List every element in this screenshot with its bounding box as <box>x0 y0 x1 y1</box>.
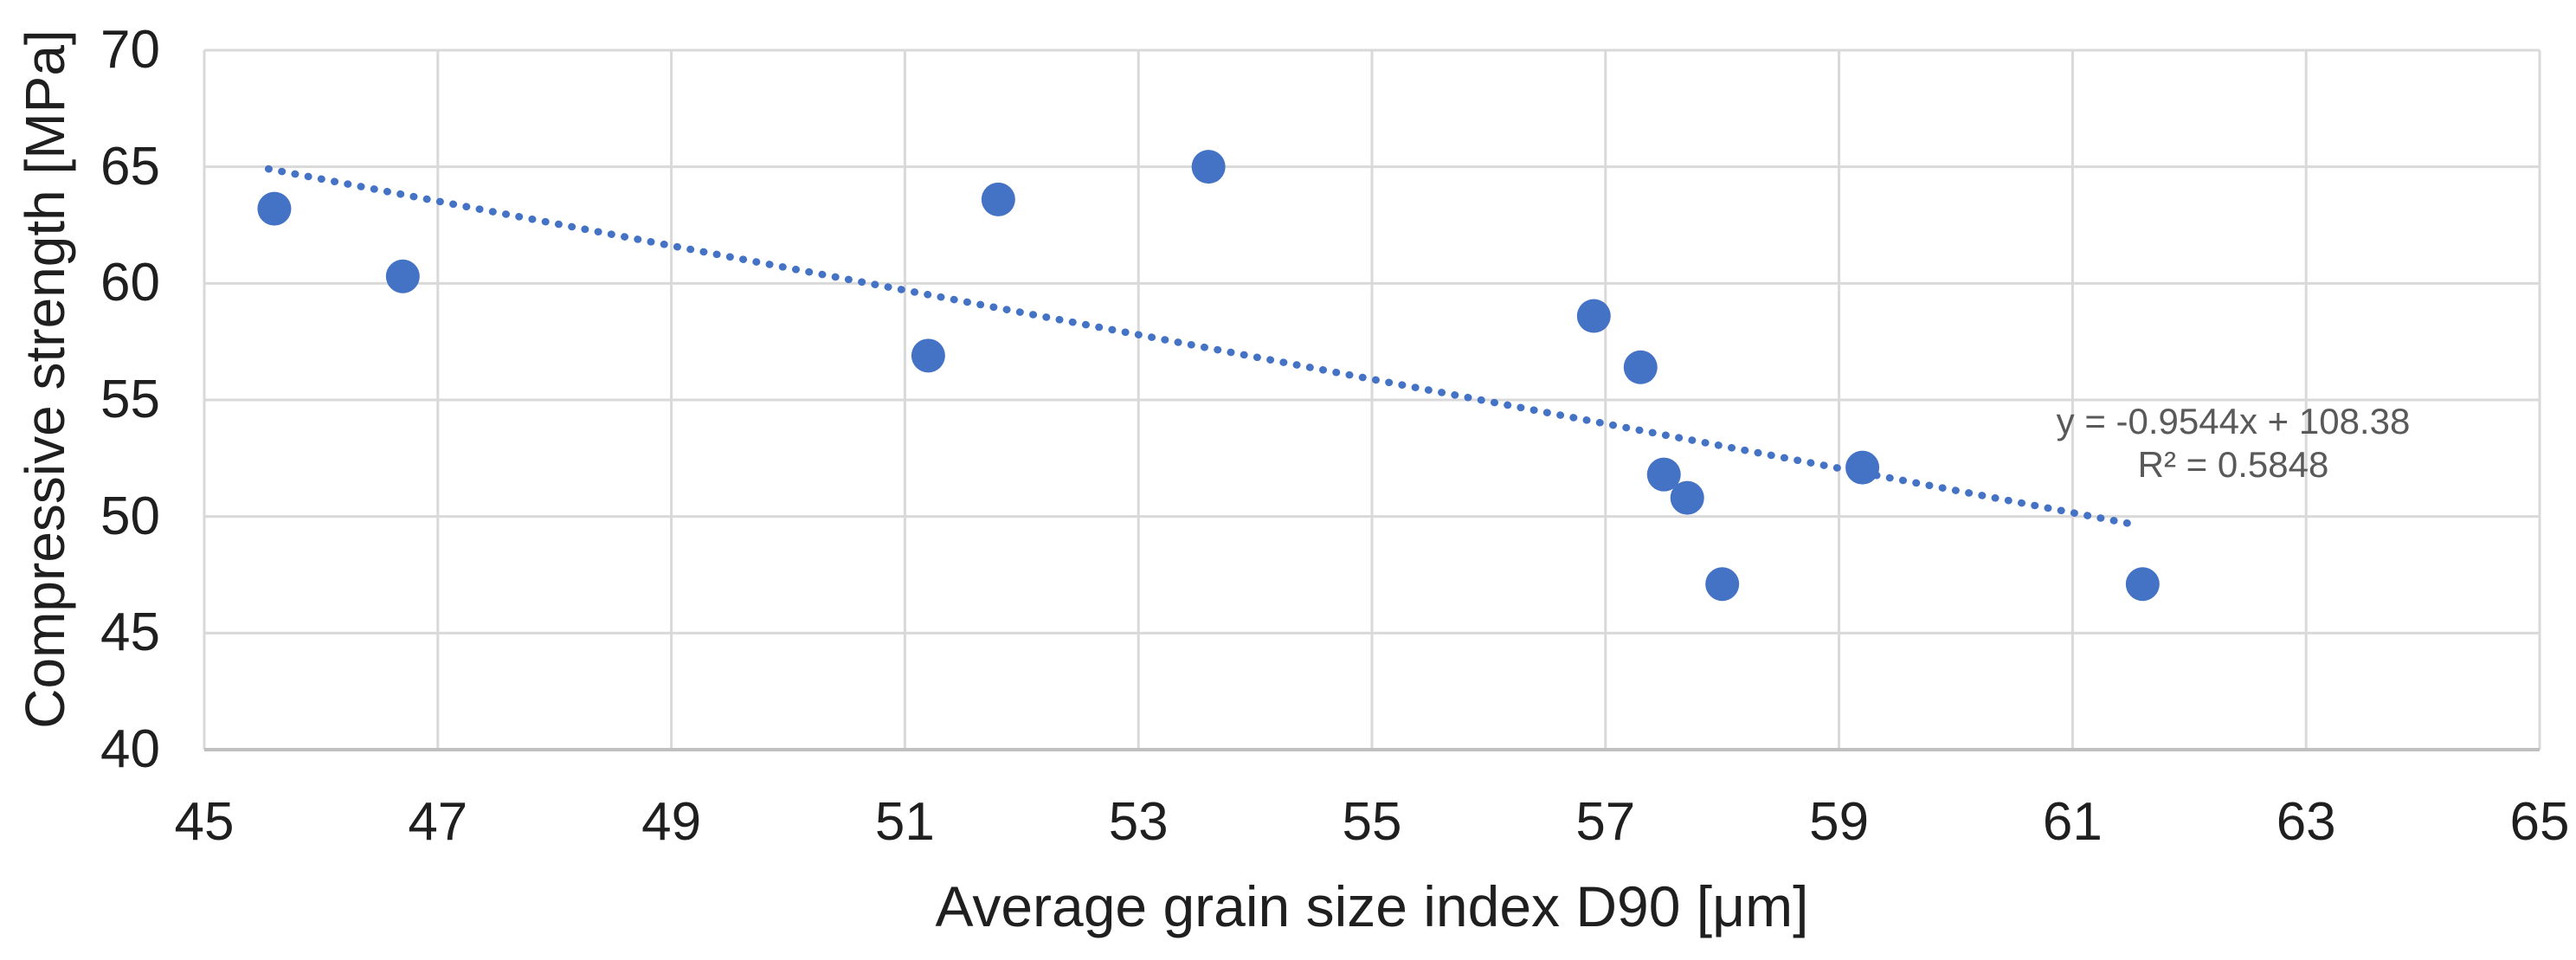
data-point <box>1845 450 1880 485</box>
y-tick-label: 60 <box>100 253 160 313</box>
data-point <box>2125 567 2160 602</box>
x-tick-label: 49 <box>641 792 702 852</box>
data-point <box>911 338 945 373</box>
data-point <box>257 191 292 226</box>
data-point <box>385 259 420 293</box>
x-tick-label: 65 <box>2509 792 2570 852</box>
x-tick-label: 53 <box>1108 792 1169 852</box>
trendline <box>264 164 2141 529</box>
data-point <box>1191 150 1226 184</box>
y-tick-label: 55 <box>100 370 160 429</box>
x-tick-label: 59 <box>1809 792 1870 852</box>
data-point <box>981 182 1015 216</box>
trendline-r2-text: R² = 0.5848 <box>2137 444 2329 485</box>
y-tick-label: 65 <box>100 136 160 197</box>
data-point <box>1670 480 1704 515</box>
y-tick-label: 50 <box>100 486 160 546</box>
trendline-equation: y = -0.9544x + 108.38 R² = 0.5848 <box>2017 400 2450 486</box>
data-point <box>1576 299 1611 333</box>
data-point <box>1705 567 1740 602</box>
x-tick-label: 61 <box>2042 792 2103 852</box>
y-tick-label: 40 <box>100 719 160 779</box>
data-point <box>1646 457 1681 492</box>
y-tick-label: 70 <box>100 20 160 80</box>
x-tick-label: 55 <box>1342 792 1402 852</box>
x-tick-label: 57 <box>1575 792 1636 852</box>
x-tick-label: 45 <box>174 792 235 852</box>
data-point <box>1623 350 1658 384</box>
y-tick-label: 45 <box>100 602 160 663</box>
x-tick-label: 47 <box>408 792 468 852</box>
x-axis-title: Average grain size index D90 [μm] <box>935 874 1809 938</box>
trendline-equation-text: y = -0.9544x + 108.38 <box>2056 401 2411 441</box>
x-tick-label: 63 <box>2276 792 2336 852</box>
x-tick-label: 51 <box>874 792 935 852</box>
